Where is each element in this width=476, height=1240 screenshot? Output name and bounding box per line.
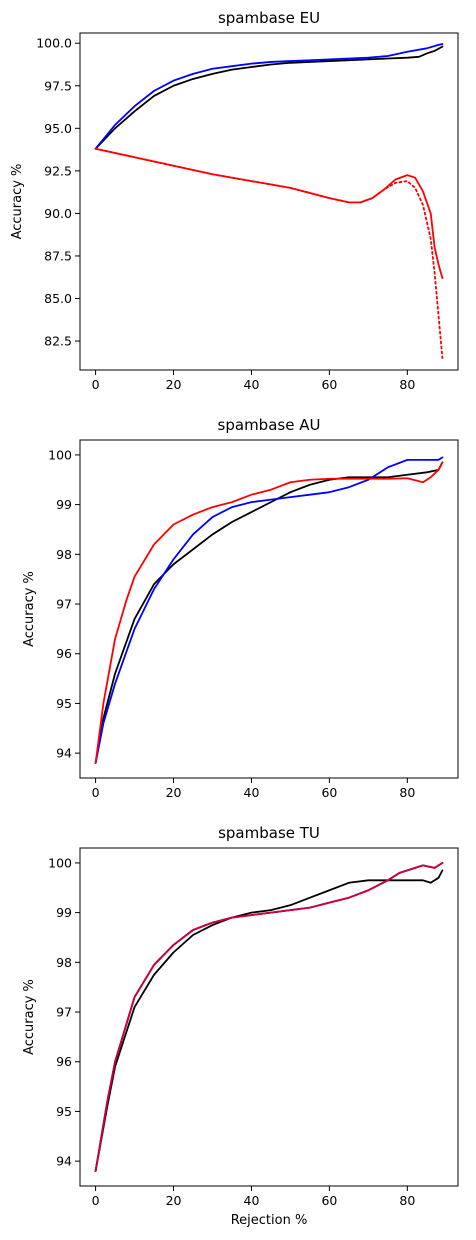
- y-axis-label: Accuracy %: [22, 571, 37, 647]
- x-tick-label: 80: [399, 377, 415, 392]
- series-line-3: [94, 862, 444, 1172]
- y-axis-label: Accuracy %: [10, 164, 25, 240]
- y-tick-label: 100: [48, 855, 72, 870]
- y-tick-label: 95: [56, 696, 72, 711]
- y-tick-label: 92.5: [44, 163, 72, 178]
- y-tick-label: 99: [56, 905, 72, 920]
- y-axis-label: Accuracy %: [22, 979, 37, 1055]
- x-tick-label: 20: [166, 377, 182, 392]
- y-tick-label: 87.5: [44, 248, 72, 263]
- x-tick-label: 0: [92, 785, 100, 800]
- series-line-1: [94, 869, 444, 1172]
- x-tick-label: 60: [321, 1193, 337, 1208]
- series-group: [94, 862, 444, 1172]
- y-tick-label: 85.0: [44, 291, 72, 306]
- series-line-4: [94, 862, 444, 1172]
- y-tick-label: 95: [56, 1104, 72, 1119]
- y-tick-label: 97.5: [44, 78, 72, 93]
- y-tick-label: 82.5: [44, 334, 72, 349]
- x-tick-label: 40: [244, 1193, 260, 1208]
- series-line-1: [94, 461, 444, 764]
- x-tick-label: 0: [92, 377, 100, 392]
- x-axis-label: Rejection %: [231, 1213, 308, 1228]
- plot-frame: [79, 847, 459, 1187]
- y-tick-label: 98: [56, 955, 72, 970]
- series-line-4: [94, 147, 444, 359]
- x-tick-label: 60: [321, 785, 337, 800]
- x-tick-label: 0: [92, 1193, 100, 1208]
- x-tick-label: 80: [399, 1193, 415, 1208]
- y-tick-label: 96: [56, 1054, 72, 1069]
- y-tick-label: 99: [56, 497, 72, 512]
- plot-frame: [79, 32, 459, 371]
- y-tick-label: 97: [56, 1005, 72, 1020]
- x-tick-label: 20: [166, 1193, 182, 1208]
- chart-2: spambase AU 0 20 40 60 80 94 95 96 97 98 99 100 Accur…: [22, 416, 459, 800]
- series-line-2: [94, 456, 444, 764]
- chart-title: spambase EU: [218, 9, 320, 27]
- x-tick-label: 40: [244, 785, 260, 800]
- x-tick-label: 80: [399, 785, 415, 800]
- y-tick-label: 96: [56, 646, 72, 661]
- y-tick-label: 98: [56, 547, 72, 562]
- chart-1: spambase EU 0 20 40 60 80 82.5 85.0 87.5 90.0 92.5…: [10, 9, 459, 392]
- y-tick-label: 95.0: [44, 121, 72, 136]
- y-tick-label: 94: [56, 1154, 72, 1169]
- chart-3: spambase TU 0 20 40 60 80 94 95 96 97 98 99 100 Accur…: [22, 824, 459, 1228]
- plot-frame: [79, 439, 459, 779]
- y-tick-label: 97: [56, 597, 72, 612]
- series-line-3: [94, 461, 444, 764]
- series-line-3: [94, 147, 444, 279]
- y-tick-label: 90.0: [44, 206, 72, 221]
- y-tick-label: 100: [48, 447, 72, 462]
- y-tick-label: 100.0: [36, 36, 72, 51]
- x-tick-label: 20: [166, 785, 182, 800]
- series-line-2: [94, 862, 444, 1172]
- y-tick-label: 94: [56, 746, 72, 761]
- series-line-1: [94, 45, 444, 150]
- series-group: [94, 456, 444, 764]
- x-tick-label: 60: [321, 377, 337, 392]
- series-line-2: [94, 43, 444, 150]
- x-tick-label: 40: [244, 377, 260, 392]
- chart-title: spambase TU: [218, 824, 320, 842]
- chart-title: spambase AU: [218, 416, 321, 434]
- series-group: [94, 43, 444, 359]
